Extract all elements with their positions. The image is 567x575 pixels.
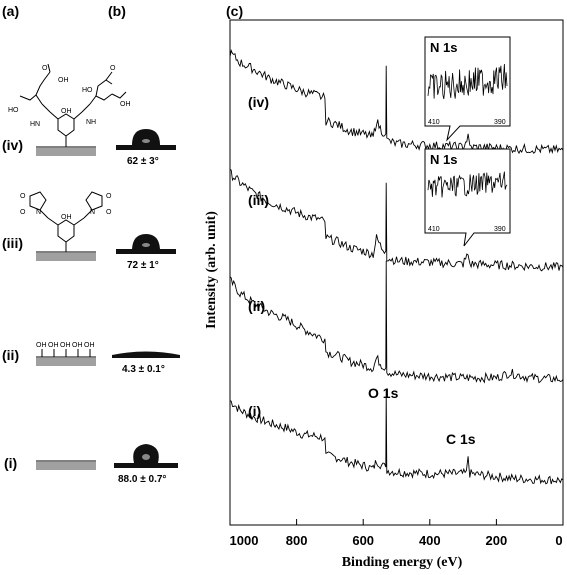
droplet-iv (116, 129, 176, 150)
annotation-c1s: C 1s (446, 431, 476, 447)
droplet-iii (116, 234, 176, 254)
row-label-iv: (iv) (2, 137, 23, 153)
structure-iv (19, 63, 127, 156)
structure-iii (29, 191, 103, 261)
chem-o-iii-l1: O (20, 193, 26, 200)
y-axis-label: Intensity (arb. unit) (204, 211, 219, 329)
series-line-iii (229, 168, 564, 272)
chem-ho-iv-left: HO (8, 107, 19, 114)
row-label-iii: (iii) (2, 235, 23, 251)
surface-oh-3: OH (60, 342, 71, 349)
row-label-ii: (ii) (2, 347, 19, 363)
series-label-iv: (iv) (248, 94, 269, 110)
panel-label-c: (c) (226, 3, 243, 19)
chem-o-iii-r1: O (106, 193, 112, 200)
inset-iii-tick-410: 410 (428, 226, 440, 233)
surface-oh-2: OH (48, 342, 59, 349)
x-tick-label-600: 600 (352, 533, 374, 548)
chem-ho-iv-right: HO (82, 87, 93, 94)
plot-frame (229, 19, 564, 526)
contact-angle-ii: 4.3 ± 0.1° (122, 364, 165, 375)
chem-hn-iv: HN (30, 121, 40, 128)
x-tick-label-800: 800 (286, 533, 308, 548)
x-tick-label-200: 200 (486, 533, 508, 548)
chem-oh-iv-top: OH (58, 77, 69, 84)
droplet-i (114, 444, 178, 468)
contact-angle-iv: 62 ± 3° (127, 156, 159, 167)
series-line-i (229, 390, 564, 485)
series-label-iii: (iii) (248, 192, 269, 208)
chem-o-iii-l2: O (20, 209, 26, 216)
contact-angle-iii: 72 ± 1° (127, 260, 159, 271)
inset-iv-tick-390: 390 (494, 119, 506, 126)
surface-oh-1: OH (36, 342, 47, 349)
inset-iii-trace (427, 171, 508, 198)
chem-n-iii-l: N (36, 209, 41, 216)
surface-oh-4: OH (72, 342, 83, 349)
panel-label-b: (b) (108, 3, 126, 19)
x-axis-label: Binding energy (eV) (342, 555, 463, 570)
x-tick-label-1000: 1000 (230, 533, 259, 548)
inset-iii (424, 148, 511, 247)
panel-label-a: (a) (2, 3, 19, 19)
inset-iv-title: N 1s (430, 40, 457, 55)
annotation-o1s: O 1s (368, 385, 399, 401)
spectra (229, 48, 564, 485)
x-tick-label-400: 400 (419, 533, 441, 548)
chem-o-iv-right: O (110, 65, 116, 72)
series-line-iv (229, 48, 564, 155)
series-label-i: (i) (248, 403, 261, 419)
chem-o-iv-top: O (42, 65, 48, 72)
droplet-ii (112, 351, 180, 358)
row-label-i: (i) (4, 455, 17, 471)
x-axis-ticks: 1000 800 600 400 200 0 (229, 519, 564, 548)
inset-iii-tick-390: 390 (494, 226, 506, 233)
structure-ii (36, 349, 96, 366)
x-tick-label-0: 0 (555, 533, 562, 548)
surface-oh-5: OH (84, 342, 95, 349)
chem-oh-iv-center: OH (61, 108, 72, 115)
inset-iv-tick-410: 410 (428, 119, 440, 126)
inset-iii-title: N 1s (430, 152, 457, 167)
structure-i (36, 460, 96, 470)
series-line-ii (229, 260, 564, 384)
contact-angle-i: 88.0 ± 0.7° (118, 474, 166, 485)
chem-nh-iv: NH (86, 119, 96, 126)
inset-iv-trace (427, 63, 508, 100)
series-label-ii: (ii) (248, 298, 265, 314)
inset-iv (424, 36, 511, 142)
chem-oh-iv-right: OH (120, 101, 131, 108)
chem-n-iii-r: N (90, 209, 95, 216)
chem-o-iii-r2: O (106, 209, 112, 216)
chem-oh-iii: OH (61, 214, 72, 221)
